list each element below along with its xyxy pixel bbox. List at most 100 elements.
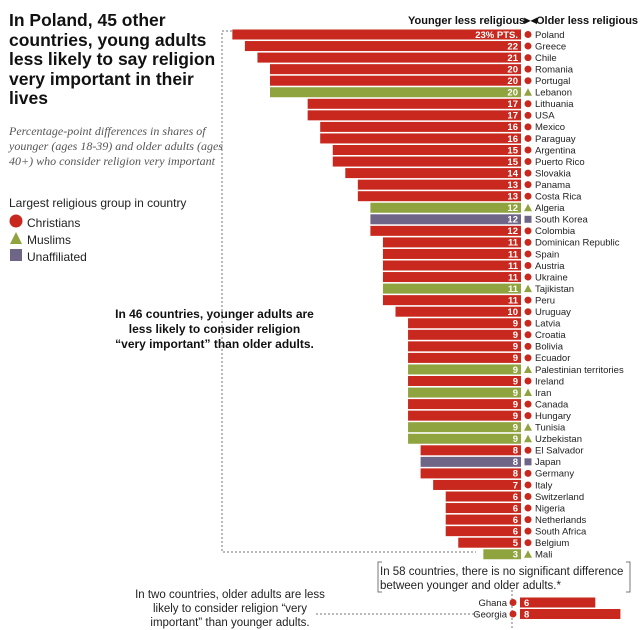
bar-tajikistan bbox=[382, 283, 521, 294]
group-marker bbox=[524, 365, 532, 373]
bar-costa-rica bbox=[357, 191, 521, 202]
bar-uruguay bbox=[395, 306, 521, 317]
category-label: Argentina bbox=[535, 145, 576, 156]
group-marker bbox=[524, 31, 532, 38]
group-marker bbox=[524, 169, 532, 177]
group-marker bbox=[524, 203, 532, 212]
data-label: 22 bbox=[507, 41, 518, 52]
category-label: Georgia bbox=[473, 609, 508, 620]
group-marker bbox=[524, 111, 532, 119]
bar-latvia bbox=[408, 318, 521, 329]
chart-subtitle: Percentage-point differences in shares o… bbox=[9, 124, 223, 168]
group-marker bbox=[524, 423, 532, 431]
data-label: 20 bbox=[507, 64, 518, 75]
bar-colombia bbox=[370, 225, 521, 236]
group-marker bbox=[524, 42, 532, 50]
category-label: Belgium bbox=[535, 538, 569, 549]
data-label: 13 bbox=[507, 192, 518, 203]
group-marker bbox=[524, 377, 532, 385]
category-label: Lebanon bbox=[535, 88, 572, 99]
category-label: Puerto Rico bbox=[535, 157, 585, 168]
group-marker bbox=[524, 412, 532, 420]
data-label: 7 bbox=[513, 480, 518, 491]
category-label: Ghana bbox=[478, 598, 507, 609]
category-label: Bolivia bbox=[535, 342, 564, 353]
data-label: 23% PTS. bbox=[475, 30, 518, 41]
bar-ecuador bbox=[408, 352, 521, 363]
data-label: 6 bbox=[524, 598, 529, 609]
group-marker bbox=[524, 146, 532, 154]
data-label: 11 bbox=[508, 249, 519, 260]
category-label: Panama bbox=[535, 180, 571, 191]
legend-label: Muslims bbox=[27, 232, 71, 247]
category-label: South Korea bbox=[535, 215, 589, 226]
category-label: Uruguay bbox=[535, 307, 571, 318]
category-label: Mali bbox=[535, 550, 552, 561]
data-label: 15 bbox=[507, 145, 518, 156]
group-marker bbox=[524, 77, 532, 85]
bar-usa bbox=[307, 110, 521, 121]
group-marker bbox=[524, 354, 532, 362]
legend-label: Christians bbox=[27, 215, 81, 230]
data-label: 8 bbox=[513, 446, 518, 457]
bar-japan bbox=[420, 456, 521, 467]
bar-georgia bbox=[520, 609, 621, 619]
bar-austria bbox=[382, 260, 521, 271]
group-marker bbox=[509, 610, 517, 618]
bar-portugal bbox=[270, 75, 521, 86]
bar-peru bbox=[382, 295, 521, 306]
category-label: Austria bbox=[535, 261, 565, 272]
category-label: Poland bbox=[535, 30, 565, 41]
category-label: Spain bbox=[535, 249, 559, 260]
category-label: Mexico bbox=[535, 122, 565, 133]
category-label: Nigeria bbox=[535, 503, 566, 514]
group-marker bbox=[524, 458, 532, 466]
group-marker bbox=[524, 481, 532, 489]
data-label: 21 bbox=[507, 53, 518, 64]
category-label: Ireland bbox=[535, 376, 564, 387]
group-marker bbox=[524, 273, 532, 281]
group-marker bbox=[524, 527, 532, 535]
data-label: 9 bbox=[513, 342, 518, 353]
bar-panama bbox=[357, 179, 521, 190]
group-marker bbox=[524, 227, 532, 235]
group-marker bbox=[524, 342, 532, 350]
data-label: 13 bbox=[507, 180, 518, 191]
bar-tunisia bbox=[408, 422, 521, 433]
category-label: Peru bbox=[535, 295, 555, 306]
group-marker bbox=[524, 388, 532, 397]
bar-dominican-republic bbox=[382, 237, 521, 248]
group-marker bbox=[524, 434, 532, 443]
group-marker bbox=[524, 516, 532, 524]
category-label: Italy bbox=[535, 480, 553, 491]
square-icon bbox=[9, 248, 27, 265]
data-label: 9 bbox=[513, 388, 518, 399]
category-label: Switzerland bbox=[535, 492, 584, 503]
data-label: 20 bbox=[507, 76, 518, 87]
bar-germany bbox=[420, 468, 521, 479]
data-label: 11 bbox=[508, 284, 519, 295]
group-marker bbox=[524, 284, 532, 293]
legend: Largest religious group in country Chris… bbox=[9, 196, 186, 265]
category-label: Greece bbox=[535, 41, 566, 52]
data-label: 9 bbox=[513, 376, 518, 387]
data-label: 8 bbox=[513, 469, 518, 480]
category-label: Ukraine bbox=[535, 272, 568, 283]
category-label: Romania bbox=[535, 64, 574, 75]
bar-bolivia bbox=[408, 341, 521, 352]
category-label: Colombia bbox=[535, 226, 576, 237]
bar-south-korea bbox=[370, 214, 521, 225]
data-label: 6 bbox=[513, 503, 518, 514]
bar-ghana bbox=[520, 597, 596, 608]
category-label: Ecuador bbox=[535, 353, 570, 364]
category-label: Japan bbox=[535, 457, 561, 468]
legend-item-unaffiliated: Unaffiliated bbox=[9, 248, 186, 265]
bar-mexico bbox=[320, 121, 521, 132]
group-marker bbox=[524, 493, 532, 500]
data-label: 6 bbox=[513, 492, 518, 503]
data-label: 12 bbox=[507, 226, 518, 237]
data-label: 9 bbox=[513, 411, 518, 422]
data-label: 9 bbox=[513, 353, 518, 364]
bar-nigeria bbox=[445, 503, 521, 514]
bar-lebanon bbox=[270, 87, 521, 98]
